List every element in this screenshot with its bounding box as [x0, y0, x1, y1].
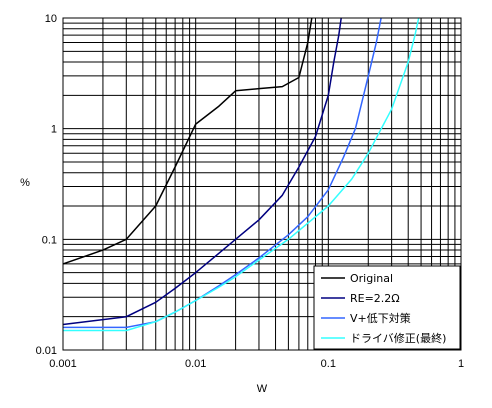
- plot-frame: [62, 17, 462, 351]
- y-tick-label: 1: [51, 124, 57, 136]
- x-axis-label: W: [257, 383, 268, 395]
- y-tick-label: 0.01: [36, 345, 57, 357]
- legend-box: [313, 265, 461, 350]
- legend-label: Original: [350, 272, 393, 285]
- y-axis-label: %: [20, 177, 30, 189]
- series-line-1: [62, 17, 313, 265]
- y-tick-label: 10: [45, 13, 57, 25]
- x-tick-label: 1: [458, 358, 464, 370]
- series-layer: [62, 17, 420, 332]
- x-tick-label: 0.001: [49, 358, 77, 370]
- legend-label: V+低下対策: [350, 311, 411, 325]
- legend-label: ドライバ修正(最終): [350, 331, 446, 345]
- series-line-2: [62, 17, 342, 326]
- series-line-4: [63, 17, 420, 332]
- x-tick-label: 0.01: [185, 358, 206, 370]
- x-tick-label: 0.1: [321, 358, 336, 370]
- legend-label: RE=2.2Ω: [350, 292, 400, 305]
- y-tick-label: 0.1: [42, 234, 57, 246]
